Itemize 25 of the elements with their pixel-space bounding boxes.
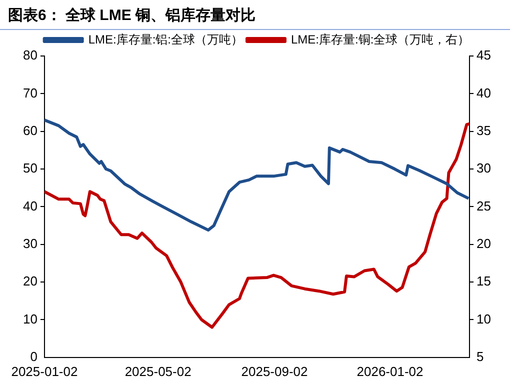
chart-title: 图表6： 全球 LME 铜、铝库存量对比: [0, 0, 510, 30]
x-tick-label: 2025-01-02: [11, 364, 78, 379]
y2-tick-label: 10: [476, 311, 492, 326]
y-tick-label: 10: [22, 311, 38, 326]
y2-tick-label: 30: [476, 160, 492, 176]
x-tick-label: 2025-09-02: [241, 364, 308, 379]
y2-tick-label: 35: [476, 122, 492, 138]
y-tick-label: 50: [22, 160, 38, 176]
y-tick-label: 70: [22, 85, 38, 100]
legend-label: LME:库存量:铝:全球（万吨）: [88, 32, 244, 46]
y2-tick-label: 45: [476, 48, 492, 63]
y-tick-label: 20: [22, 274, 38, 289]
y-tick-label: 60: [22, 122, 38, 138]
y-tick-label: 0: [30, 348, 38, 364]
x-tick-label: 2025-05-02: [124, 364, 192, 379]
y-tick-label: 40: [22, 198, 38, 214]
y2-tick-label: 20: [476, 236, 492, 251]
y2-tick-label: 15: [476, 274, 492, 289]
y2-tick-label: 40: [476, 85, 492, 100]
x-tick-label: 2026-01-02: [356, 364, 424, 379]
legend-label: LME:库存量:铜:全球（万吨，右）: [291, 32, 470, 46]
y-tick-label: 30: [22, 236, 38, 251]
y2-tick-label: 25: [476, 198, 492, 214]
y-tick-label: 80: [22, 48, 38, 63]
y2-tick-label: 5: [476, 348, 484, 364]
